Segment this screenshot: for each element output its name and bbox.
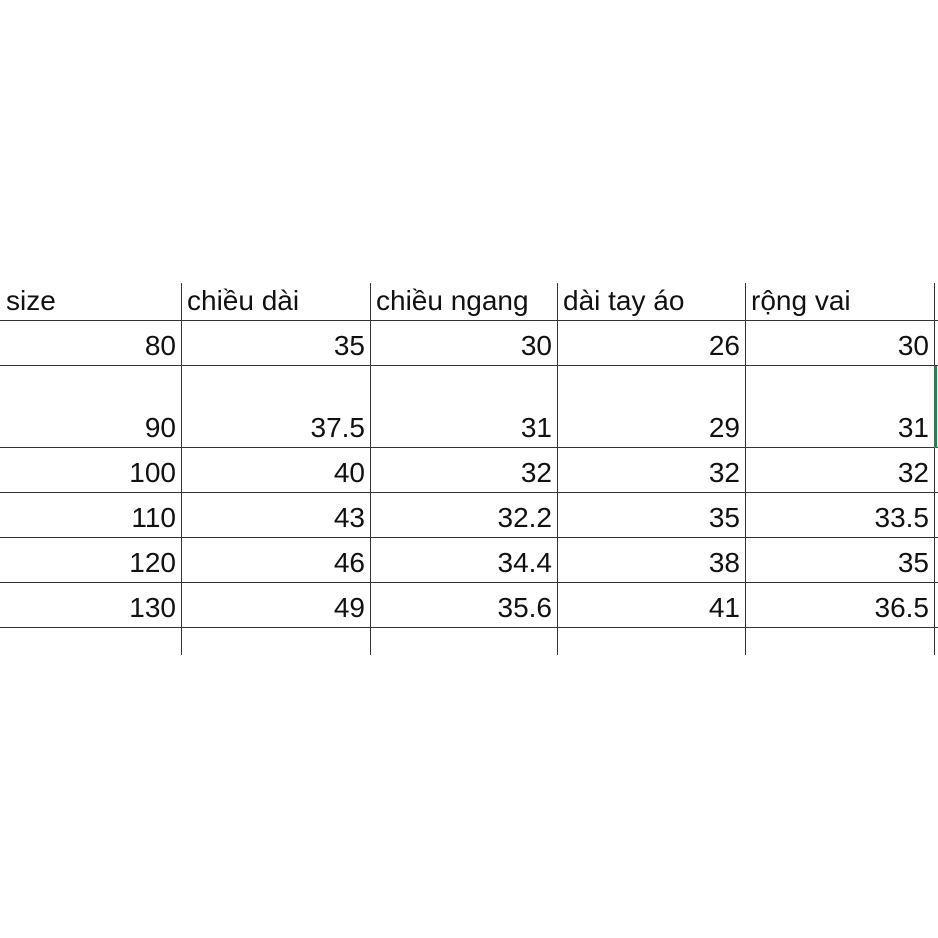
table-cell[interactable]: 35 bbox=[897, 547, 929, 578]
table-cell[interactable]: 30 bbox=[520, 330, 552, 361]
table-cell[interactable]: 32 bbox=[520, 457, 552, 488]
table-row: 100 40 32 32 32 bbox=[0, 448, 938, 493]
table-cell[interactable]: 49 bbox=[333, 592, 365, 623]
table-cell[interactable]: 100 bbox=[129, 457, 176, 488]
table-cell[interactable]: 130 bbox=[129, 592, 176, 623]
table-cell[interactable]: 80 bbox=[144, 330, 176, 361]
column-divider bbox=[745, 283, 746, 655]
column-divider bbox=[181, 283, 182, 655]
table-cell[interactable]: 31 bbox=[897, 412, 929, 443]
table-cell[interactable]: 41 bbox=[708, 592, 740, 623]
table-cell[interactable] bbox=[0, 628, 181, 654]
header-cell[interactable]: size bbox=[6, 285, 56, 316]
table-row: 110 43 32.2 35 33.5 bbox=[0, 493, 938, 538]
table-row: 120 46 34.4 38 35 bbox=[0, 538, 938, 583]
table-cell[interactable] bbox=[557, 628, 745, 654]
table-cell[interactable]: 32 bbox=[897, 457, 929, 488]
table-cell[interactable]: 38 bbox=[708, 547, 740, 578]
table-cell[interactable]: 90 bbox=[144, 412, 176, 443]
table-cell[interactable]: 37.5 bbox=[310, 412, 366, 443]
table-cell[interactable]: 40 bbox=[333, 457, 365, 488]
table-row: 130 49 35.6 41 36.5 bbox=[0, 583, 938, 628]
column-divider bbox=[557, 283, 558, 655]
table-cell[interactable]: 32.2 bbox=[497, 502, 553, 533]
table-row: 80 35 30 26 30 bbox=[0, 321, 938, 366]
table-cell[interactable] bbox=[370, 628, 557, 654]
table-cell[interactable] bbox=[181, 628, 370, 654]
column-divider bbox=[934, 283, 935, 655]
table-cell[interactable]: 32 bbox=[708, 457, 740, 488]
table-cell[interactable]: 35 bbox=[333, 330, 365, 361]
table-cell[interactable]: 29 bbox=[708, 412, 740, 443]
table-cell[interactable]: 120 bbox=[129, 547, 176, 578]
table-cell[interactable]: 35.6 bbox=[497, 592, 553, 623]
header-cell[interactable]: chiều ngang bbox=[376, 285, 529, 316]
header-cell[interactable]: dài tay áo bbox=[563, 285, 685, 316]
table-cell[interactable]: 26 bbox=[708, 330, 740, 361]
table-cell[interactable]: 35 bbox=[708, 502, 740, 533]
cell-selection-border bbox=[934, 366, 937, 448]
table-row: 90 37.5 31 29 31 bbox=[0, 366, 938, 448]
table-cell[interactable] bbox=[745, 628, 934, 654]
table-cell[interactable]: 36.5 bbox=[874, 592, 930, 623]
table-cell[interactable]: 43 bbox=[333, 502, 365, 533]
table-cell[interactable]: 31 bbox=[520, 412, 552, 443]
header-row: size chiều dài chiều ngang dài tay áo rộng v… bbox=[0, 283, 938, 321]
column-divider bbox=[370, 283, 371, 655]
table-cell[interactable]: 33.5 bbox=[874, 502, 930, 533]
header-cell[interactable]: chiều dài bbox=[187, 285, 300, 316]
table-cell[interactable]: 110 bbox=[131, 502, 176, 533]
empty-row bbox=[0, 628, 938, 654]
table-cell[interactable]: 46 bbox=[333, 547, 365, 578]
table-cell[interactable]: 30 bbox=[897, 330, 929, 361]
header-cell[interactable]: rộng vai bbox=[751, 285, 851, 316]
table-cell[interactable]: 34.4 bbox=[497, 547, 553, 578]
